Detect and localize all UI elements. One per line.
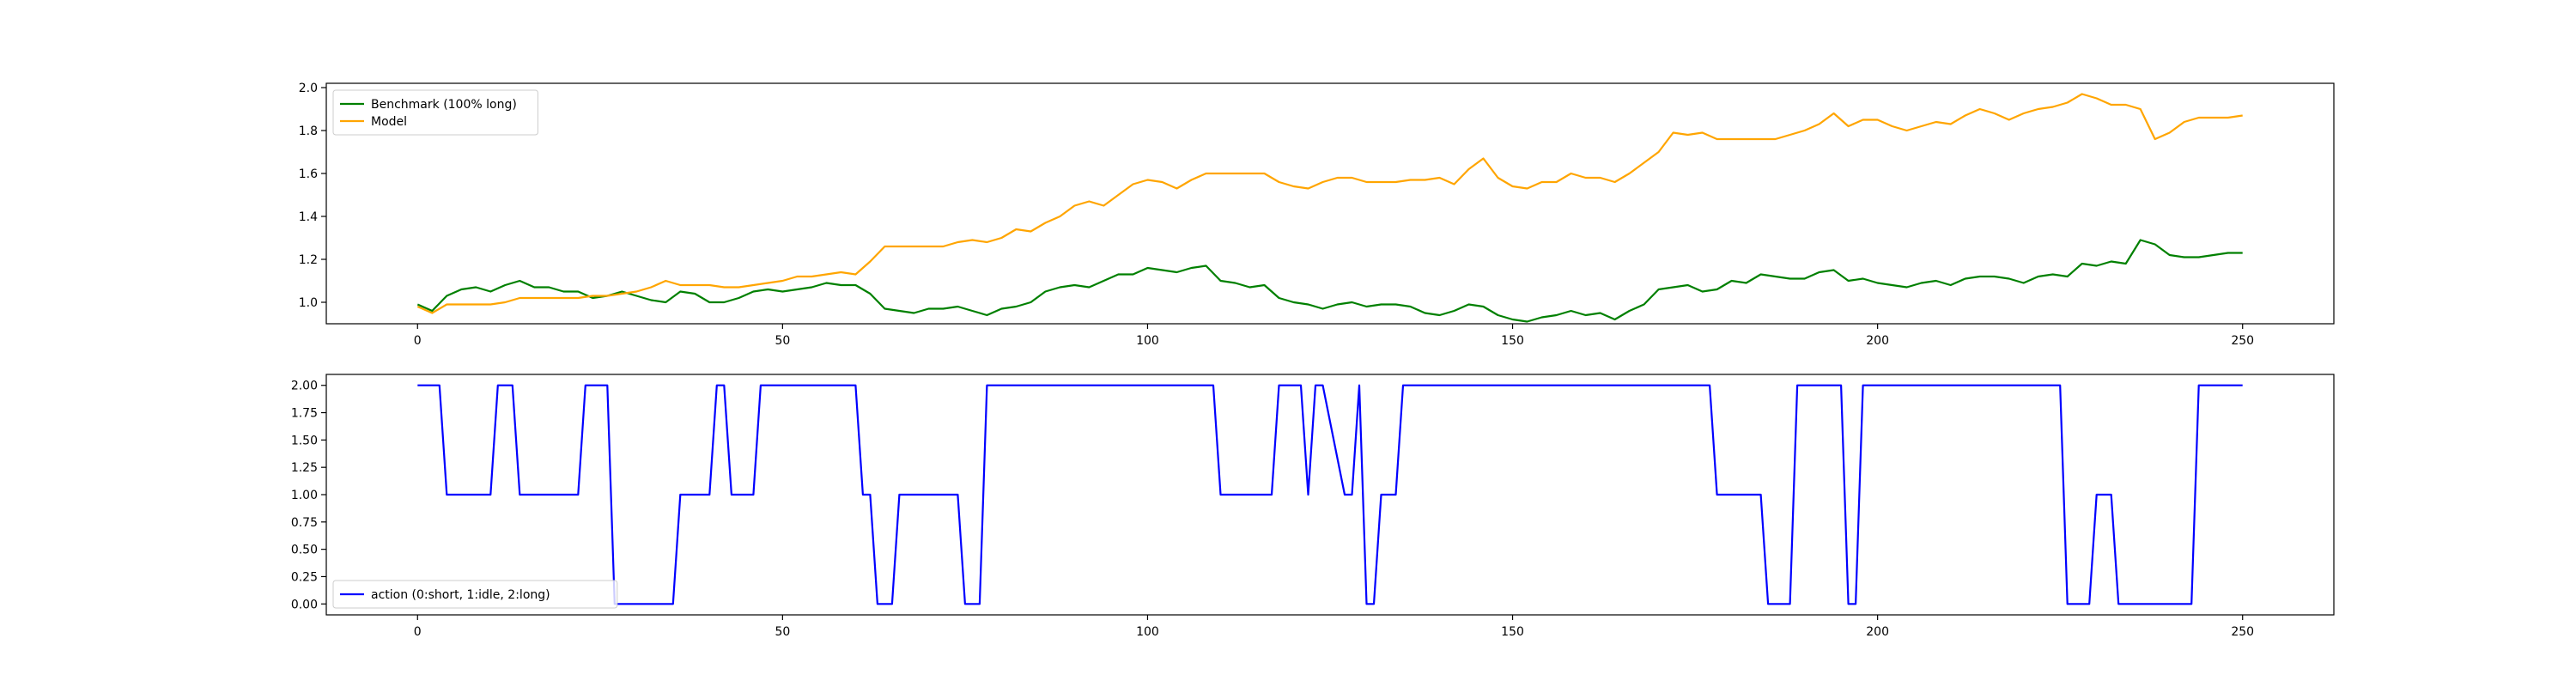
y-tick-label: 0.25 [291,570,318,584]
x-tick-label: 50 [775,625,790,639]
legend-box [332,580,618,609]
legend-label: Benchmark (100% long) [371,98,517,112]
y-tick-label: 1.00 [291,489,318,502]
legend: Benchmark (100% long) Model [332,89,538,136]
series-line-1 [417,384,2243,605]
x-tick-label: 100 [1136,334,1159,348]
legend-label: action (0:short, 1:idle, 2:long) [371,588,550,602]
x-tick-label: 150 [1501,334,1524,348]
legend: action (0:short, 1:idle, 2:long) [332,580,618,609]
y-tick-label: 1.25 [291,461,318,475]
y-tick-label: 1.75 [291,407,318,421]
x-tick-label: 0 [414,334,422,348]
x-tick-label: 50 [775,334,790,348]
y-tick-label: 1.0 [299,296,318,310]
x-tick-label: 200 [1866,625,1889,639]
legend-box [332,89,538,136]
y-tick-label: 1.50 [291,434,318,447]
plot-frame [325,82,2335,325]
x-tick-label: 150 [1501,625,1524,639]
y-tick-label: 2.0 [299,82,318,95]
x-tick-label: 250 [2231,625,2254,639]
x-tick-label: 0 [414,625,422,639]
top-chart: 0 50 100 150 200 250 1.0 1.2 1.4 1.6 1.8 2.0 Benchma… [299,82,2335,348]
series-line-1 [416,239,2243,323]
legend-label: Model [371,115,407,129]
y-tick-label: 0.75 [291,516,318,530]
series-line-2 [416,93,2243,314]
y-tick-label: 1.6 [299,167,318,181]
y-tick-label: 1.4 [299,210,318,224]
y-tick-label: 1.8 [299,125,318,138]
x-tick-label: 250 [2231,334,2254,348]
y-tick-label: 0.50 [291,544,318,557]
x-tick-label: 200 [1866,334,1889,348]
bottom-chart: 0 50 100 150 200 250 0.00 0.25 0.50 0.75 1.00 1.25 1… [291,374,2335,639]
x-tick-label: 100 [1136,625,1159,639]
y-tick-label: 2.00 [291,380,318,393]
y-tick-label: 0.00 [291,598,318,611]
y-tick-label: 1.2 [299,253,318,267]
